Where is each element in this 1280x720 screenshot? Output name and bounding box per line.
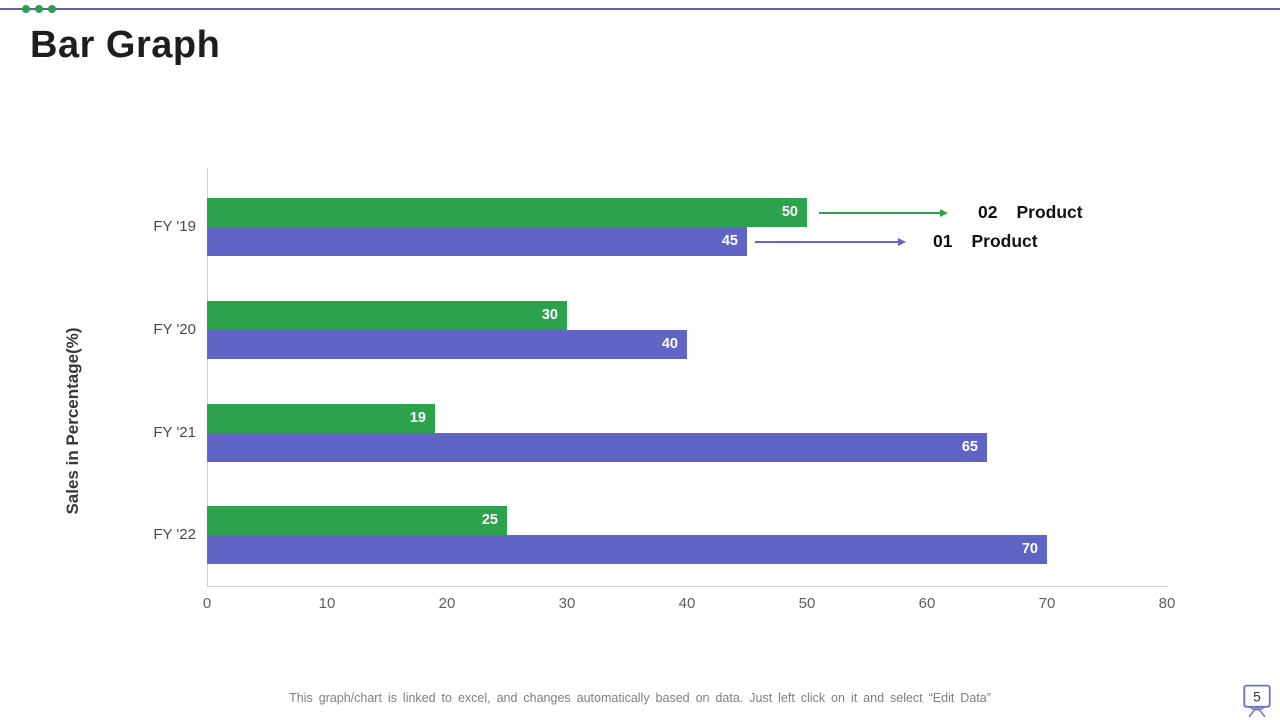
legend-prefix: 02: [978, 202, 998, 222]
bar-01-product-fy20[interactable]: 40: [207, 330, 687, 359]
decor-dot-icon: [35, 5, 43, 13]
page-number: 5: [1253, 690, 1261, 705]
x-axis-tick-label: 0: [202, 595, 212, 612]
bar-02-product-fy19[interactable]: 50: [207, 198, 807, 227]
legend-label: Product: [971, 231, 1038, 251]
chart-plot-area[interactable]: [207, 168, 1168, 587]
bar-value-label: 25: [481, 512, 498, 528]
top-accent-line: [0, 8, 1280, 10]
bar-value-label: 45: [721, 233, 738, 249]
legend-prefix: 01: [933, 231, 953, 251]
bar-02-product-fy22[interactable]: 25: [207, 506, 507, 535]
leader-arrow-line: [755, 240, 898, 243]
category-label: FY '19: [153, 218, 196, 235]
y-axis-title: Sales in Percentage(%): [63, 327, 82, 515]
page-title: Bar Graph: [30, 24, 221, 66]
legend-label: Product: [1016, 202, 1083, 222]
bar-01-product-fy21[interactable]: 65: [207, 433, 987, 462]
category-label: FY '22: [153, 526, 196, 543]
bar-value-label: 65: [961, 439, 978, 455]
leader-arrow-line: [819, 211, 940, 214]
x-axis-tick-label: 20: [438, 595, 456, 612]
bar-value-label: 30: [541, 307, 558, 323]
bar-01-product-fy19[interactable]: 45: [207, 227, 747, 256]
arrow-right-icon: [940, 208, 948, 217]
x-axis-tick-label: 60: [918, 595, 936, 612]
x-axis-tick-label: 50: [798, 595, 816, 612]
decor-dot-icon: [48, 5, 56, 13]
decor-dot-icon: [22, 5, 30, 13]
bar-01-product-fy22[interactable]: 70: [207, 535, 1047, 564]
page-number-easel-icon: 5: [1243, 684, 1271, 718]
bar-02-product-fy20[interactable]: 30: [207, 301, 567, 330]
x-axis-tick-label: 30: [558, 595, 576, 612]
legend-item-product-01: 01 Product: [933, 230, 1038, 253]
bar-value-label: 19: [409, 410, 426, 426]
x-axis-tick-label: 80: [1158, 595, 1176, 612]
category-label: FY '20: [153, 321, 196, 338]
footer-note: This graph/chart is linked to excel, and…: [289, 691, 991, 705]
x-axis-tick-label: 70: [1038, 595, 1056, 612]
bar-value-label: 40: [661, 336, 678, 352]
category-label: FY '21: [153, 424, 196, 441]
bar-02-product-fy21[interactable]: 19: [207, 404, 435, 433]
bar-value-label: 50: [781, 204, 798, 220]
bar-value-label: 70: [1021, 541, 1038, 557]
x-axis-tick-label: 10: [318, 595, 336, 612]
arrow-right-icon: [898, 237, 906, 246]
x-axis-tick-label: 40: [678, 595, 696, 612]
legend-item-product-02: 02 Product: [978, 201, 1083, 224]
